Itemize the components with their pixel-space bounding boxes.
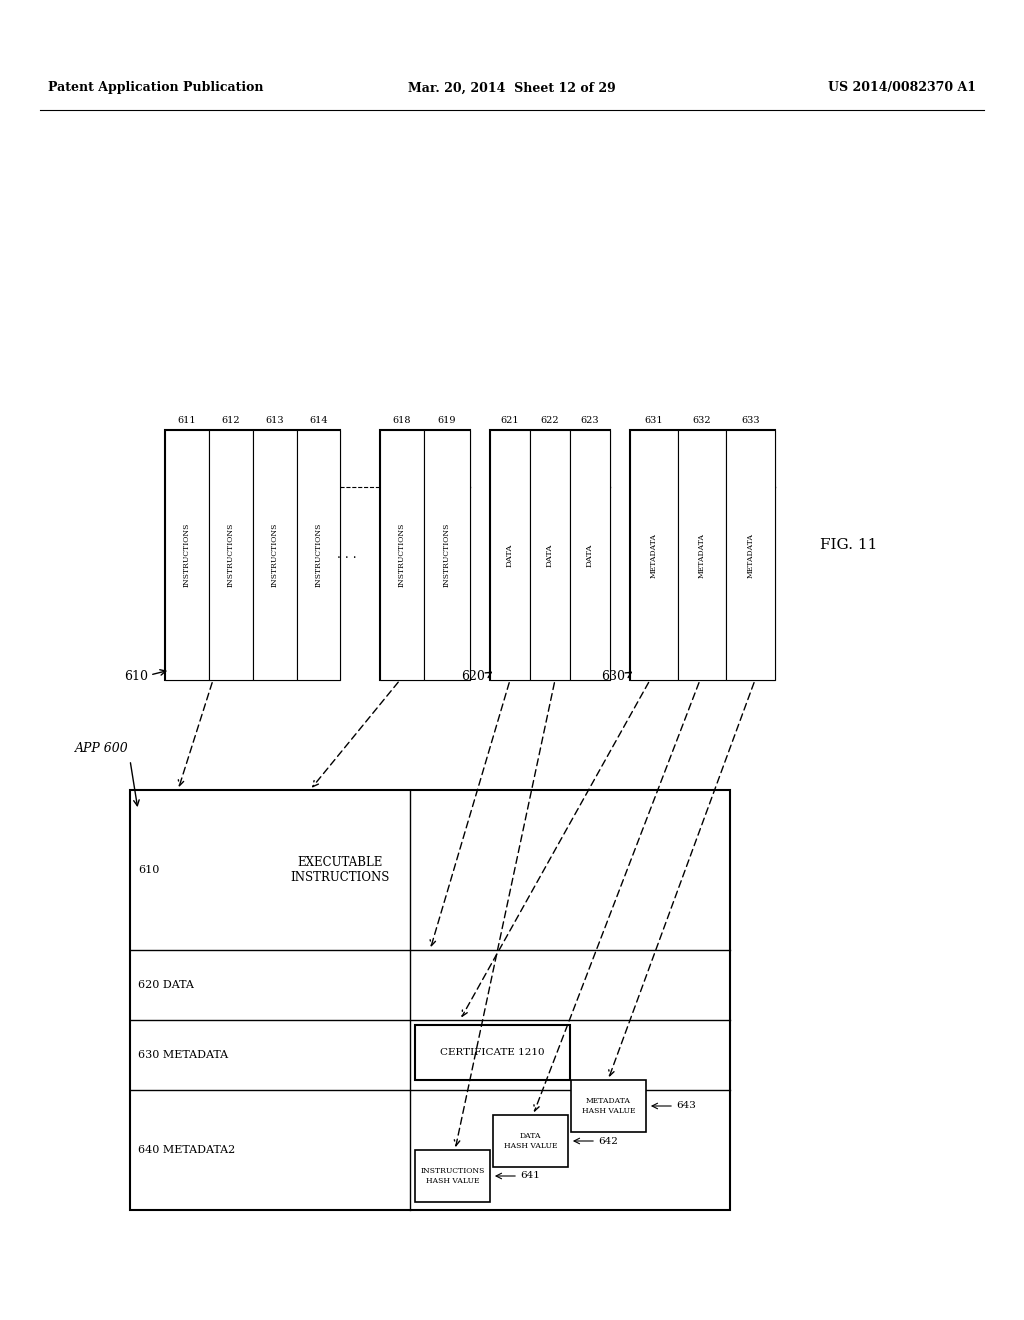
Text: . . .: . . . (337, 549, 356, 561)
Bar (630, 430, 678, 680)
Text: INSTRUCTIONS: INSTRUCTIONS (443, 523, 451, 587)
Text: INSTRUCTIONS: INSTRUCTIONS (183, 523, 191, 587)
Text: 610: 610 (124, 671, 148, 682)
Text: DATA: DATA (546, 544, 554, 566)
Text: 611: 611 (178, 416, 197, 425)
Text: METADATA
HASH VALUE: METADATA HASH VALUE (582, 1097, 635, 1114)
Text: 618: 618 (393, 416, 412, 425)
Bar (571, 1080, 646, 1133)
Text: 630: 630 (601, 671, 625, 682)
Text: METADATA: METADATA (698, 532, 706, 578)
Bar (415, 1150, 490, 1203)
Text: 619: 619 (437, 416, 457, 425)
Bar (570, 430, 610, 680)
Text: 631: 631 (645, 416, 664, 425)
Text: INSTRUCTIONS: INSTRUCTIONS (271, 523, 279, 587)
Text: 610: 610 (138, 865, 160, 875)
Text: DATA: DATA (506, 544, 514, 566)
Bar (415, 1026, 570, 1080)
Text: 613: 613 (265, 416, 285, 425)
Bar (490, 430, 530, 680)
Text: 641: 641 (520, 1172, 540, 1180)
Text: 633: 633 (741, 416, 760, 425)
Text: 642: 642 (598, 1137, 617, 1146)
Text: US 2014/0082370 A1: US 2014/0082370 A1 (828, 82, 976, 95)
Text: INSTRUCTIONS: INSTRUCTIONS (314, 523, 323, 587)
Text: CERTIFICATE 1210: CERTIFICATE 1210 (440, 1048, 545, 1057)
Bar (493, 1115, 568, 1167)
Text: INSTRUCTIONS: INSTRUCTIONS (398, 523, 406, 587)
Text: 614: 614 (309, 416, 328, 425)
Bar (253, 430, 297, 680)
Bar (297, 430, 340, 680)
Bar (630, 430, 775, 680)
Text: 643: 643 (676, 1101, 696, 1110)
Bar (380, 430, 424, 680)
Text: DATA
HASH VALUE: DATA HASH VALUE (504, 1133, 557, 1150)
Bar (678, 430, 726, 680)
Text: Patent Application Publication: Patent Application Publication (48, 82, 263, 95)
Text: Mar. 20, 2014  Sheet 12 of 29: Mar. 20, 2014 Sheet 12 of 29 (409, 82, 615, 95)
Text: 622: 622 (541, 416, 559, 425)
Bar (424, 430, 470, 680)
Bar (380, 430, 470, 680)
Text: 612: 612 (221, 416, 241, 425)
Bar (490, 430, 610, 680)
Text: METADATA: METADATA (746, 532, 755, 578)
Bar (130, 789, 730, 1210)
Bar (209, 430, 253, 680)
Bar (530, 430, 570, 680)
Text: EXECUTABLE
INSTRUCTIONS: EXECUTABLE INSTRUCTIONS (291, 855, 390, 884)
Text: 640 METADATA2: 640 METADATA2 (138, 1144, 236, 1155)
Text: 623: 623 (581, 416, 599, 425)
Text: 621: 621 (501, 416, 519, 425)
Bar (726, 430, 775, 680)
Bar (165, 430, 209, 680)
Text: 632: 632 (692, 416, 712, 425)
Text: 620 DATA: 620 DATA (138, 979, 194, 990)
Text: INSTRUCTIONS: INSTRUCTIONS (227, 523, 234, 587)
Bar (165, 430, 340, 680)
Text: FIG. 11: FIG. 11 (820, 539, 878, 552)
Text: METADATA: METADATA (650, 532, 658, 578)
Text: INSTRUCTIONS
HASH VALUE: INSTRUCTIONS HASH VALUE (420, 1167, 484, 1184)
Text: 630 METADATA: 630 METADATA (138, 1049, 228, 1060)
Text: 620: 620 (461, 671, 485, 682)
Text: DATA: DATA (586, 544, 594, 566)
Text: APP 600: APP 600 (75, 742, 129, 755)
